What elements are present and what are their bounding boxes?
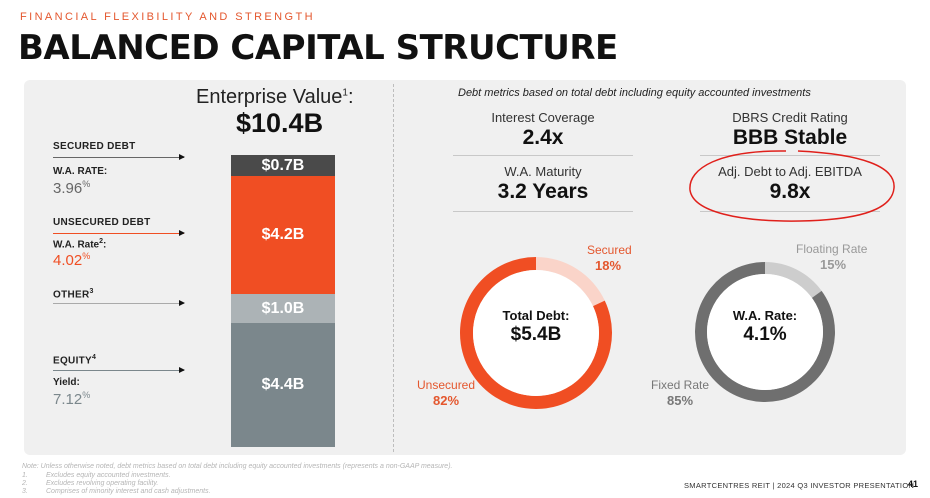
- unsecured-debt-label: UNSECURED DEBT: [53, 217, 151, 228]
- enterprise-value-label: Enterprise Value1:: [196, 86, 354, 108]
- donut-hole: [473, 270, 599, 396]
- unsecured-rate-value: 4.02%: [53, 251, 91, 269]
- stack-bar-unsecured: $4.2B: [231, 176, 335, 294]
- unsecured-slice-name: Unsecured: [417, 378, 476, 392]
- fixed-slice-name: Fixed Rate: [651, 378, 710, 392]
- floating-slice-pct: 15%: [820, 257, 847, 272]
- total-debt-donut: [460, 257, 612, 409]
- enterprise-value: $10.4B: [236, 108, 324, 138]
- metric-divider: [700, 155, 880, 156]
- metric-divider: [453, 211, 633, 212]
- equity-arrow: [53, 367, 185, 373]
- debt-to-ebitda-value: 9.8x: [769, 180, 811, 203]
- donut-hole: [707, 274, 823, 390]
- other-arrow: [53, 300, 185, 306]
- panel-divider: [393, 84, 394, 452]
- section-kicker: FINANCIAL FLEXIBILITY AND STRENGTH: [20, 11, 315, 23]
- dbrs-rating-label: DBRS Credit Rating: [732, 110, 848, 125]
- stack-bar-equity: $4.4B: [231, 323, 335, 447]
- wa-rate-value: 4.1%: [743, 324, 787, 345]
- stack-bar-other: $1.0B: [231, 294, 335, 323]
- fixed-slice-pct: 85%: [667, 393, 694, 408]
- footer-text: SMARTCENTRES REIT | 2024 Q3 INVESTOR PRE…: [684, 481, 915, 490]
- interest-coverage-label: Interest Coverage: [491, 110, 595, 125]
- metric-divider: [700, 211, 880, 212]
- unsecured-rate-label: W.A. Rate2:: [53, 238, 107, 251]
- secured-slice-pct: 18%: [595, 258, 622, 273]
- debt-to-ebitda-label: Adj. Debt to Adj. EBITDA: [718, 164, 862, 179]
- rate-donut: [695, 262, 835, 402]
- secured-rate-value: 3.96%: [53, 179, 91, 197]
- page-title: BALANCED CAPITAL STRUCTURE: [18, 28, 618, 68]
- unsecured-arrow: [53, 230, 185, 236]
- wa-maturity-label: W.A. Maturity: [504, 164, 582, 179]
- floating-slice: [765, 262, 822, 298]
- debt-metrics-note: Debt metrics based on total debt includi…: [458, 87, 811, 99]
- enterprise-value-footnote-ref: 1: [342, 87, 348, 99]
- stack-bar-secured: $0.7B: [231, 155, 335, 176]
- unsecured-slice-pct: 82%: [433, 393, 460, 408]
- page-number: 41: [908, 479, 919, 489]
- wa-rate-label: W.A. Rate:: [732, 308, 798, 323]
- footnote-3: 3. Comprises of minority interest and cas…: [22, 488, 211, 495]
- footnote-2: 2. Excludes revolving operating facility.: [22, 480, 159, 487]
- metric-divider: [453, 155, 633, 156]
- secured-arrow: [53, 154, 185, 160]
- secured-slice: [536, 257, 605, 307]
- equity-yield-label: Yield:: [53, 377, 80, 388]
- secured-rate-label: W.A. RATE:: [53, 166, 108, 177]
- other-label: OTHER3: [53, 288, 94, 301]
- wa-maturity-value: 3.2 Years: [497, 180, 589, 203]
- total-debt-value: $5.4B: [510, 324, 562, 345]
- footnote-1: 1. Excludes equity accounted investments.: [22, 472, 171, 479]
- secured-slice-name: Secured: [587, 243, 632, 257]
- total-debt-label: Total Debt:: [502, 308, 570, 323]
- secured-debt-label: SECURED DEBT: [53, 141, 136, 152]
- equity-yield-value: 7.12%: [53, 390, 91, 408]
- footnote-note: Note: Unless otherwise noted, debt metri…: [22, 463, 453, 470]
- dbrs-rating-value: BBB Stable: [732, 126, 848, 149]
- equity-label: EQUITY4: [53, 354, 97, 367]
- floating-slice-name: Floating Rate: [796, 242, 868, 256]
- interest-coverage-value: 2.4x: [522, 126, 564, 149]
